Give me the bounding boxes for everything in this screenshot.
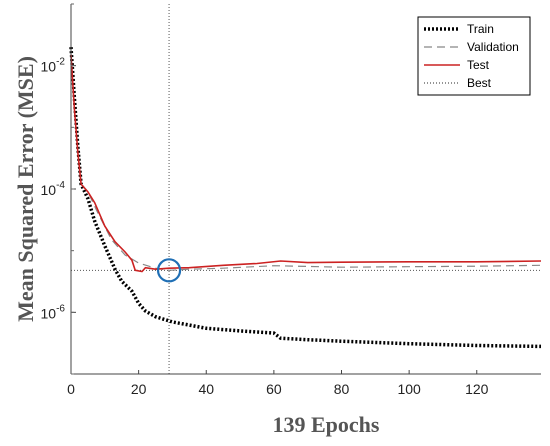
legend-best-label: Best bbox=[467, 76, 492, 90]
x-tick-label: 0 bbox=[67, 381, 75, 397]
legend-validation-label: Validation bbox=[467, 40, 519, 54]
y-axis-title: Mean Squared Error (MSE) bbox=[13, 56, 38, 322]
y-tick-label: 10-4 bbox=[41, 180, 66, 198]
x-axis-title: 139 Epochs bbox=[273, 412, 380, 437]
legend-train-label: Train bbox=[467, 22, 494, 36]
y-tick-label: 10-2 bbox=[41, 57, 66, 75]
legend-test-label: Test bbox=[467, 58, 490, 72]
series-train-line bbox=[69, 46, 542, 349]
x-tick-label: 60 bbox=[266, 381, 282, 397]
axes: 0 20 40 60 80 100 120 10-2 10-4 10-6 bbox=[41, 3, 541, 397]
legend: Train Validation Test Best bbox=[417, 16, 531, 96]
x-tick-label: 20 bbox=[131, 381, 147, 397]
plot-area bbox=[69, 4, 542, 374]
x-tick-label: 100 bbox=[397, 381, 421, 397]
x-tick-label: 80 bbox=[334, 381, 350, 397]
best-marker bbox=[156, 258, 182, 283]
y-tick-label: 10-6 bbox=[41, 303, 66, 321]
x-tick-label: 120 bbox=[465, 381, 489, 397]
x-tick-label: 40 bbox=[198, 381, 214, 397]
series-test-line bbox=[70, 54, 542, 273]
